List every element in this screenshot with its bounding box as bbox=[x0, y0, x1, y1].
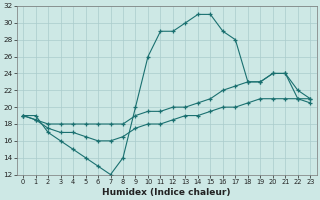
X-axis label: Humidex (Indice chaleur): Humidex (Indice chaleur) bbox=[102, 188, 231, 197]
